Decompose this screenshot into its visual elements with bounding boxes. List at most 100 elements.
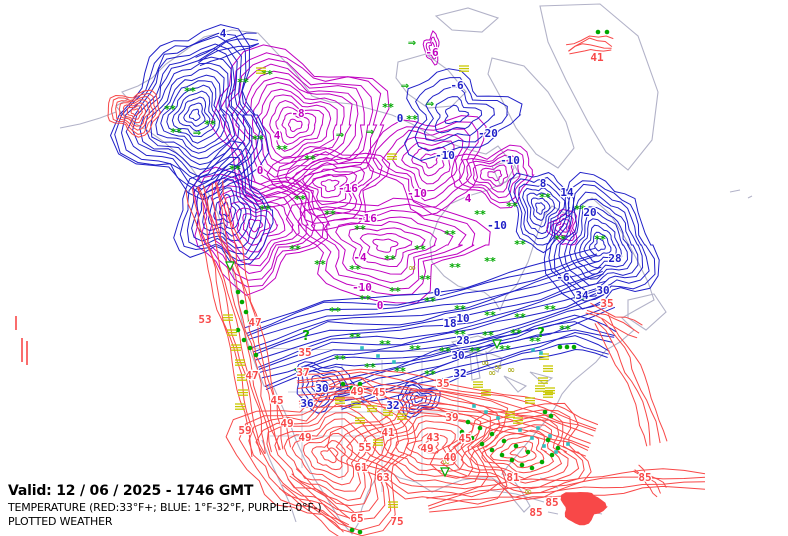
svg-text:?: ?: [537, 326, 545, 341]
svg-text:**: **: [314, 258, 326, 271]
svg-text:**: **: [424, 368, 436, 381]
svg-text:⇒: ⇒: [336, 130, 344, 141]
svg-text:41: 41: [590, 51, 604, 64]
svg-text:**: **: [559, 323, 571, 336]
valid-time-text: Valid: 12 / 06 / 2025 - 1746 GMT: [8, 483, 254, 499]
svg-text:49: 49: [298, 431, 311, 444]
svg-text:**: **: [252, 133, 264, 146]
svg-text:**: **: [454, 303, 466, 316]
svg-text:-6: -6: [450, 79, 464, 92]
svg-text:10: 10: [456, 312, 469, 325]
svg-text:75: 75: [390, 515, 403, 528]
svg-text:18: 18: [443, 317, 456, 330]
svg-text:-10: -10: [487, 219, 507, 232]
svg-text:45: 45: [458, 432, 471, 445]
svg-text:**: **: [419, 273, 431, 286]
svg-text:∞: ∞: [488, 368, 496, 379]
svg-text:28: 28: [608, 252, 621, 265]
svg-text:**: **: [414, 243, 426, 256]
svg-text:**: **: [334, 353, 346, 366]
svg-text:49: 49: [280, 417, 293, 430]
svg-text:∞: ∞: [408, 263, 416, 274]
svg-text:**: **: [454, 328, 466, 341]
svg-text:45: 45: [372, 386, 385, 399]
svg-text:∞: ∞: [524, 487, 532, 498]
svg-text:**: **: [469, 345, 481, 358]
svg-text:45: 45: [270, 394, 283, 407]
svg-text:**: **: [439, 345, 451, 358]
svg-text:**: **: [474, 208, 486, 221]
svg-text:41: 41: [381, 426, 395, 439]
svg-text:59: 59: [238, 424, 251, 437]
svg-text:8: 8: [540, 177, 547, 190]
svg-text:**: **: [529, 335, 541, 348]
svg-text:-6: -6: [556, 271, 570, 284]
svg-text:47: 47: [245, 369, 258, 382]
svg-text:**: **: [409, 343, 421, 356]
svg-text:**: **: [304, 153, 316, 166]
svg-text:**: **: [294, 193, 306, 206]
svg-text:**: **: [609, 255, 621, 268]
svg-text:**: **: [574, 203, 586, 216]
svg-text:∞: ∞: [481, 358, 489, 369]
svg-text:**: **: [276, 143, 288, 156]
svg-text:**: **: [384, 253, 396, 266]
svg-text:**: **: [170, 126, 182, 139]
svg-text:34: 34: [575, 289, 589, 302]
svg-text:39: 39: [445, 411, 458, 424]
svg-text:63: 63: [376, 471, 389, 484]
svg-text:32: 32: [386, 399, 399, 412]
svg-text:20: 20: [583, 206, 596, 219]
svg-text:**: **: [514, 238, 526, 251]
isotherm-layer-blue: [109, 24, 660, 418]
svg-text:53: 53: [198, 313, 211, 326]
svg-text:36: 36: [300, 397, 314, 410]
plotted-weather-text: PLOTTED WEATHER: [8, 515, 113, 528]
svg-text:**: **: [164, 103, 176, 116]
isotherm-layer-red: [107, 35, 706, 536]
svg-text:**: **: [349, 263, 361, 276]
svg-text:**: **: [484, 309, 496, 322]
svg-text:4: 4: [220, 27, 227, 40]
svg-text:49: 49: [420, 442, 433, 455]
svg-text:0: 0: [377, 299, 384, 312]
svg-text:**: **: [184, 85, 196, 98]
svg-text:**: **: [544, 303, 556, 316]
svg-text:⇒: ⇒: [366, 127, 374, 138]
svg-text:**: **: [506, 200, 518, 213]
svg-text:0: 0: [257, 164, 264, 177]
svg-text:**: **: [499, 343, 511, 356]
svg-text:-10: -10: [407, 187, 427, 200]
svg-text:85: 85: [545, 496, 558, 509]
svg-text:**: **: [394, 365, 406, 378]
svg-text:**: **: [406, 113, 418, 126]
svg-text:-20: -20: [478, 127, 498, 140]
svg-text:**: **: [539, 191, 551, 204]
svg-text:30: 30: [596, 284, 609, 297]
svg-text:35: 35: [436, 377, 449, 390]
svg-text:4: 4: [465, 192, 472, 205]
svg-text:**: **: [514, 311, 526, 324]
svg-text:?: ?: [302, 329, 310, 344]
svg-text:**: **: [349, 331, 361, 344]
svg-text:43: 43: [426, 431, 439, 444]
svg-text:85: 85: [638, 471, 651, 484]
svg-text:81: 81: [506, 471, 520, 484]
svg-text:**: **: [449, 261, 461, 274]
svg-text:**: **: [510, 327, 522, 340]
svg-text:**: **: [204, 118, 216, 131]
svg-text:⇒: ⇒: [426, 99, 434, 110]
svg-text:47: 47: [248, 316, 261, 329]
svg-text:35: 35: [600, 297, 613, 310]
svg-text:**: **: [237, 76, 249, 89]
svg-text:30: 30: [315, 382, 328, 395]
svg-text:**: **: [444, 228, 456, 241]
svg-text:65: 65: [350, 512, 363, 525]
svg-text:-16: -16: [338, 182, 358, 195]
svg-text:**: **: [324, 208, 336, 221]
svg-text:61: 61: [354, 461, 368, 474]
svg-text:30: 30: [451, 349, 464, 362]
svg-text:-10: -10: [352, 281, 372, 294]
svg-text:⇒: ⇒: [408, 38, 416, 49]
